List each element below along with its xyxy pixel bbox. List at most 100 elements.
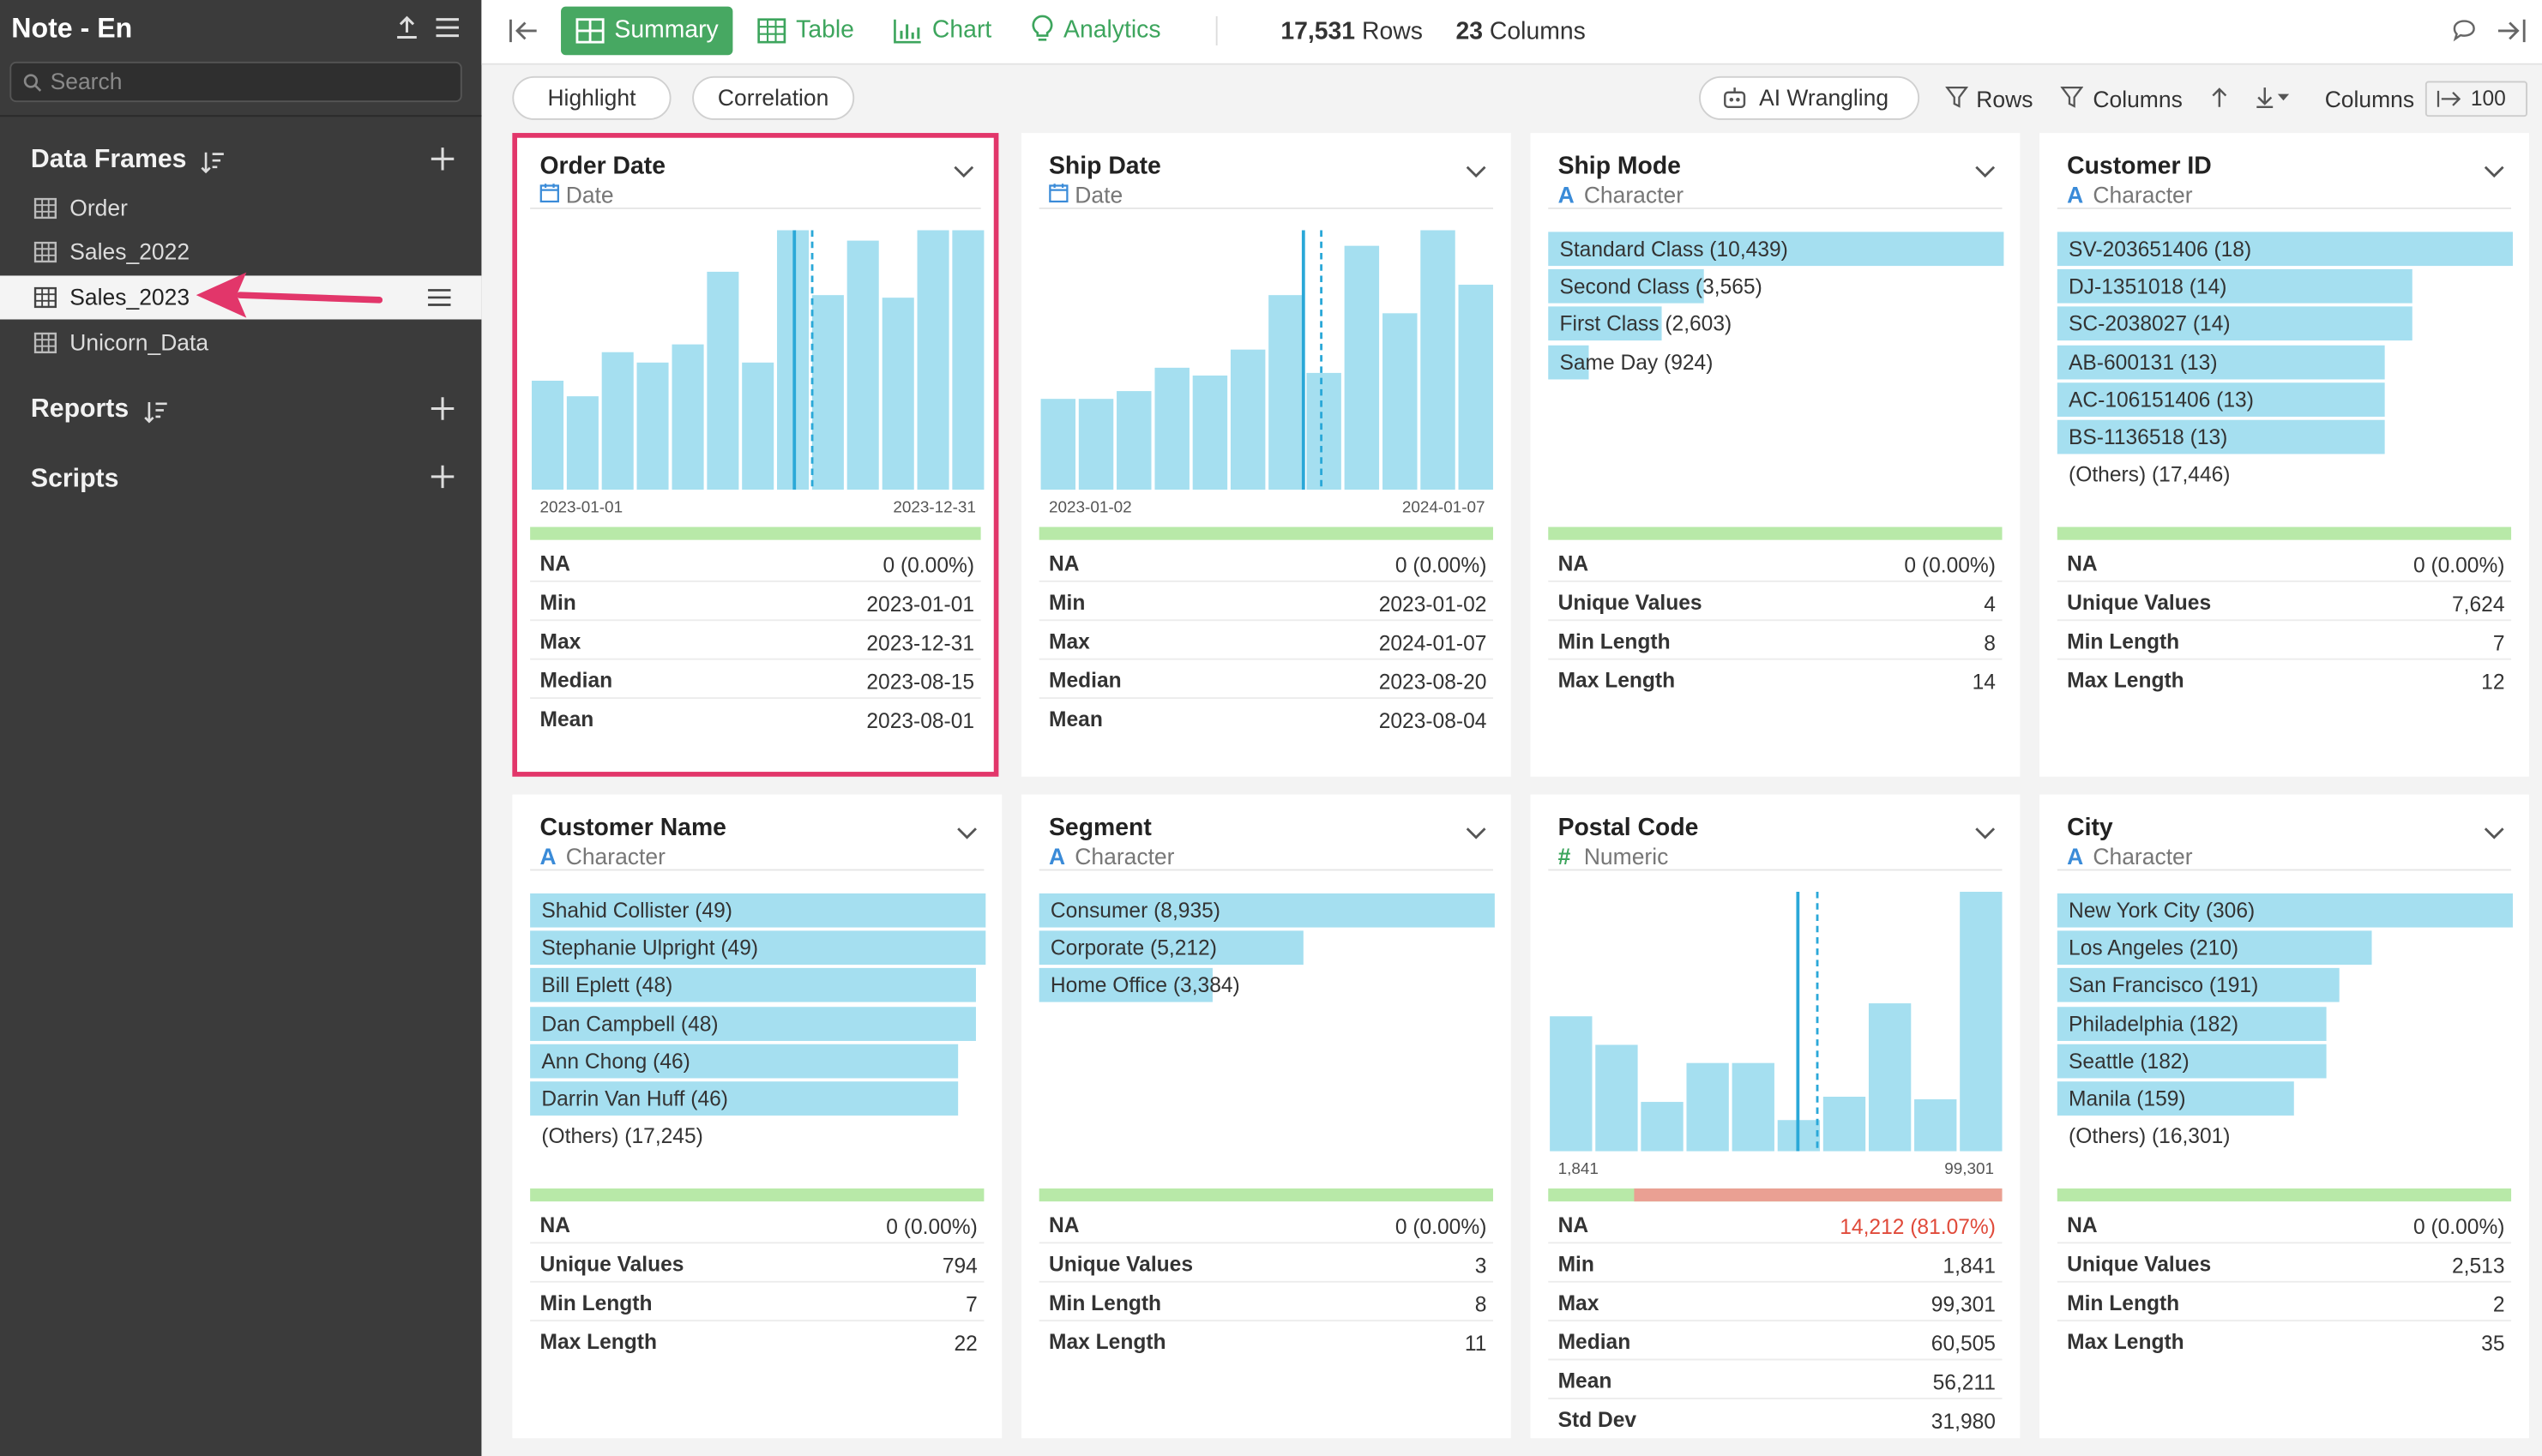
histogram-bar[interactable]	[1117, 391, 1152, 490]
sidebar-item-label: Unicorn_Data	[69, 328, 209, 356]
histogram-bar[interactable]	[811, 295, 844, 490]
histogram-bar[interactable]	[601, 352, 634, 490]
collapse-right-icon[interactable]	[2497, 18, 2526, 44]
category-bar[interactable]: Ann Chong (46)	[530, 1044, 959, 1079]
histogram-bar[interactable]	[1420, 230, 1455, 490]
tab-label: Chart	[931, 15, 992, 45]
category-bar[interactable]: First Class (2,603)	[1548, 307, 1732, 341]
histogram-bar[interactable]	[882, 298, 914, 490]
page-size-input[interactable]: 100	[2425, 81, 2527, 117]
histogram-bar[interactable]	[1382, 313, 1418, 490]
chevron-down-icon[interactable]	[956, 827, 978, 839]
histogram-bar[interactable]	[1268, 295, 1304, 490]
chevron-down-icon[interactable]	[1974, 827, 1996, 839]
category-bar[interactable]: Bill Eplett (48)	[530, 968, 977, 1003]
menu-icon[interactable]	[435, 15, 461, 40]
category-bar[interactable]: Standard Class (10,439)	[1548, 232, 2004, 267]
category-bar[interactable]: Second Class (3,565)	[1548, 269, 1762, 304]
search-input[interactable]: Search	[9, 61, 462, 103]
histogram-bar[interactable]	[1344, 245, 1380, 490]
chevron-down-icon[interactable]	[1974, 165, 1996, 178]
filter-rows-button[interactable]: Rows	[1976, 86, 2033, 112]
category-bar[interactable]: Consumer (8,935)	[1039, 893, 1495, 928]
histogram-bar[interactable]	[1230, 349, 1266, 490]
tab-table[interactable]: Table	[757, 7, 854, 56]
upload-icon[interactable]	[394, 15, 419, 40]
category-bar[interactable]: Corporate (5,212)	[1039, 930, 1304, 966]
item-menu-icon[interactable]	[428, 287, 451, 309]
filter-columns-button[interactable]: Columns	[2093, 86, 2183, 112]
stat-value: 0 (0.00%)	[886, 1214, 978, 1239]
sort-icon[interactable]	[200, 149, 226, 175]
histogram-bar[interactable]	[1078, 399, 1114, 490]
category-bar[interactable]: AC-106151406 (13)	[2057, 382, 2386, 417]
category-bar[interactable]: Stephanie Ulpright (49)	[530, 930, 986, 966]
category-bar[interactable]: Philadelphia (182)	[2057, 1006, 2327, 1041]
category-bar[interactable]: Dan Campbell (48)	[530, 1006, 977, 1041]
category-bar[interactable]: New York City (306)	[2057, 893, 2513, 928]
category-bar[interactable]: Home Office (3,384)	[1039, 968, 1240, 1003]
histogram-bar[interactable]	[1192, 375, 1228, 490]
histogram-bar[interactable]	[1458, 285, 1493, 490]
category-bar[interactable]: SV-203651406 (18)	[2057, 232, 2513, 267]
sort-ascending-icon[interactable]	[2209, 86, 2229, 108]
collapse-left-icon[interactable]	[509, 18, 539, 44]
add-data-frame-icon[interactable]	[430, 146, 455, 171]
correlation-button[interactable]: Correlation	[692, 75, 855, 120]
column-type: A Character	[539, 843, 665, 869]
sort-icon[interactable]	[142, 399, 168, 424]
histogram-bar[interactable]	[1914, 1099, 1957, 1152]
tab-analytics[interactable]: Analytics	[1031, 7, 1161, 56]
category-bar[interactable]: Seattle (182)	[2057, 1044, 2327, 1079]
ai-wrangling-button[interactable]: AI Wrangling	[1699, 75, 1920, 120]
category-bar[interactable]: San Francisco (191)	[2057, 968, 2340, 1003]
histogram-bar[interactable]	[846, 240, 879, 490]
histogram-bar[interactable]	[1595, 1044, 1638, 1152]
histogram-bar[interactable]	[952, 230, 985, 490]
histogram-bar[interactable]	[1040, 399, 1076, 490]
histogram-bar[interactable]	[1306, 372, 1341, 490]
filter-columns-icon[interactable]	[2060, 86, 2084, 108]
histogram-bar[interactable]	[1154, 367, 1190, 490]
category-bar[interactable]: Shahid Collister (49)	[530, 893, 986, 928]
sidebar-item-unicorn-data[interactable]: Unicorn_Data	[0, 321, 481, 364]
histogram-bar[interactable]	[672, 344, 704, 490]
quality-bar	[530, 1188, 985, 1202]
chevron-down-icon[interactable]	[953, 165, 974, 178]
histogram-bar[interactable]	[1550, 1016, 1593, 1152]
histogram-bar[interactable]	[636, 362, 669, 490]
chevron-down-icon[interactable]	[2484, 165, 2505, 178]
histogram-bar[interactable]	[1960, 891, 2003, 1152]
add-report-icon[interactable]	[430, 395, 455, 421]
add-script-icon[interactable]	[430, 464, 455, 490]
category-bar[interactable]: Los Angeles (210)	[2057, 930, 2372, 966]
category-bar[interactable]: BS-1136518 (13)	[2057, 419, 2386, 454]
histogram-bar[interactable]	[1686, 1062, 1729, 1152]
tab-chart[interactable]: Chart	[894, 7, 992, 56]
chevron-down-icon[interactable]	[2484, 827, 2505, 839]
tab-summary[interactable]: Summary	[561, 6, 733, 56]
sidebar-item-order[interactable]: Order	[0, 186, 481, 230]
comment-icon[interactable]	[2451, 18, 2477, 44]
histogram-bar[interactable]	[742, 362, 774, 490]
category-bar[interactable]: Manila (159)	[2057, 1081, 2294, 1116]
histogram-bar[interactable]	[1822, 1097, 1866, 1152]
category-bar[interactable]: SC-2038027 (14)	[2057, 307, 2413, 341]
histogram-bar[interactable]	[1868, 1003, 1912, 1152]
histogram-bar[interactable]	[917, 230, 949, 490]
histogram-bar[interactable]	[707, 271, 739, 490]
category-bar[interactable]: DJ-1351018 (14)	[2057, 269, 2413, 304]
filter-rows-icon[interactable]	[1945, 86, 1968, 108]
category-bar[interactable]: Same Day (924)	[1548, 344, 1713, 379]
histogram-bar[interactable]	[532, 380, 564, 490]
chevron-down-icon[interactable]	[1466, 165, 1487, 178]
chevron-down-icon[interactable]	[1466, 827, 1487, 839]
sort-descending-icon[interactable]	[2255, 86, 2291, 109]
histogram-bar[interactable]	[1732, 1062, 1774, 1152]
histogram-bar[interactable]	[566, 396, 599, 490]
histogram-bar[interactable]	[1641, 1102, 1684, 1152]
highlight-button[interactable]: Highlight	[512, 75, 672, 120]
sidebar-item-sales-2022[interactable]: Sales_2022	[0, 231, 481, 274]
category-bar[interactable]: AB-600131 (13)	[2057, 344, 2386, 379]
category-bar[interactable]: Darrin Van Huff (46)	[530, 1081, 959, 1116]
